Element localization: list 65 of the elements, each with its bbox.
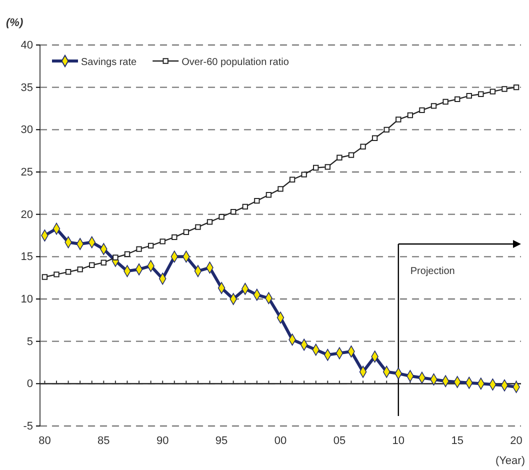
- point: [230, 208, 236, 215]
- point: [396, 116, 402, 122]
- point: [266, 192, 272, 198]
- point: [112, 254, 118, 260]
- y-tick-label: 30: [20, 124, 33, 136]
- point: [278, 186, 284, 192]
- y-axis-title: (%): [6, 17, 24, 29]
- point: [100, 260, 107, 266]
- point: [324, 164, 330, 170]
- point: [454, 96, 460, 102]
- point: [148, 242, 154, 249]
- point: [124, 251, 130, 257]
- y-tick-label: 15: [20, 251, 33, 264]
- point: [89, 262, 95, 268]
- point: [242, 204, 248, 210]
- x-tick-label: 15: [451, 434, 464, 447]
- y-tick-label: 0: [26, 378, 33, 390]
- x-tick-label: 05: [333, 434, 346, 447]
- ref-line-label: Projection: [410, 266, 455, 277]
- point: [430, 103, 437, 109]
- point: [42, 274, 48, 280]
- point: [490, 88, 496, 94]
- y-tick-label: 20: [20, 208, 33, 221]
- x-tick-label: 10: [392, 434, 405, 447]
- point: [183, 229, 190, 235]
- point: [54, 272, 60, 278]
- x-tick-label: 00: [274, 434, 287, 447]
- point: [466, 92, 472, 99]
- point: [336, 154, 342, 160]
- x-tick-label: 85: [98, 434, 110, 447]
- point: [372, 135, 378, 141]
- legend-label: Over-60 population ratio: [182, 57, 290, 68]
- point: [218, 214, 224, 220]
- x-axis-title: (Year): [495, 455, 525, 467]
- point: [360, 144, 366, 150]
- point: [172, 234, 178, 240]
- point: [254, 198, 260, 204]
- y-tick-label: 35: [20, 82, 33, 94]
- point: [136, 246, 142, 252]
- y-tick-label: 40: [20, 40, 33, 52]
- x-tick-label: 20: [510, 434, 522, 447]
- point: [195, 224, 201, 230]
- point: [384, 126, 390, 133]
- point: [65, 269, 72, 275]
- point: [407, 112, 414, 118]
- x-tick-label: 95: [215, 434, 228, 447]
- point: [478, 91, 484, 97]
- point: [160, 238, 166, 244]
- point: [289, 176, 296, 182]
- x-tick-label: 80: [38, 434, 51, 447]
- point: [313, 164, 319, 171]
- point: [513, 84, 520, 90]
- point: [442, 98, 448, 105]
- point: [77, 266, 83, 272]
- x-tick-label: 90: [156, 434, 169, 447]
- y-tick-label: -5: [23, 420, 33, 433]
- point: [348, 152, 354, 158]
- y-tick-label: 25: [20, 166, 33, 179]
- point: [301, 172, 307, 178]
- y-tick-label: 10: [20, 294, 33, 306]
- point: [419, 107, 425, 114]
- y-tick-label: 5: [26, 336, 33, 348]
- point: [206, 219, 213, 225]
- legend-label: Savings rate: [81, 57, 138, 68]
- point: [502, 86, 508, 92]
